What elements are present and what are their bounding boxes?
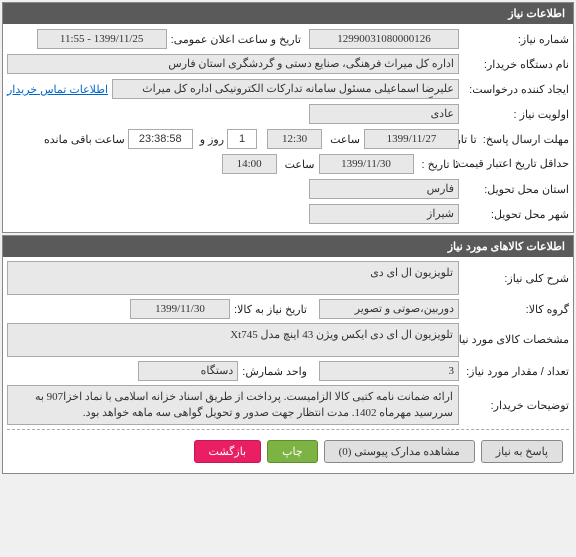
buyer-notes-label: توضیحات خریدار: xyxy=(459,399,569,412)
buyer-name-label: نام دستگاه خریدار: xyxy=(459,58,569,71)
deadline-time: 12:30 xyxy=(267,129,322,149)
buyer-notes-value: ارائه ضمانت نامه کتبی کالا الزامیست. پرد… xyxy=(7,385,459,425)
general-desc-value: تلویزیون ال ای دی xyxy=(7,261,459,295)
deadline-label: مهلت ارسال پاسخ: تا تاریخ : xyxy=(459,133,569,146)
goods-info-header: اطلاعات کالاهای مورد نیاز xyxy=(3,236,573,257)
row-priority: اولویت نیاز : عادی xyxy=(7,103,569,125)
row-spec: مشخصات کالای مورد نیاز: تلویزیون ال ای د… xyxy=(7,323,569,357)
need-info-panel: اطلاعات نیاز شماره نیاز: 129900310800001… xyxy=(2,2,574,233)
row-city: شهر محل تحویل: شیراز xyxy=(7,203,569,225)
province-value: فارس xyxy=(309,179,459,199)
row-buyer-notes: توضیحات خریدار: ارائه ضمانت نامه کتبی کا… xyxy=(7,385,569,425)
deadline-time-label: ساعت xyxy=(326,133,360,146)
priority-label: اولویت نیاز : xyxy=(459,108,569,121)
creator-value: علیرضا اسماعیلی مسئول سامانه تدارکات الک… xyxy=(112,79,459,99)
row-creator: ایجاد کننده درخواست: علیرضا اسماعیلی مسئ… xyxy=(7,78,569,100)
announce-date-label: تاریخ و ساعت اعلان عمومی: xyxy=(167,33,301,46)
general-desc-label: شرح کلی نیاز: xyxy=(459,272,569,285)
group-value: دوربین،صوتی و تصویر xyxy=(319,299,459,319)
unit-value: دستگاه xyxy=(138,361,238,381)
need-info-header: اطلاعات نیاز xyxy=(3,3,573,24)
spec-label: مشخصات کالای مورد نیاز: xyxy=(459,334,569,346)
row-province: استان محل تحویل: فارس xyxy=(7,178,569,200)
unit-label: واحد شمارش: xyxy=(238,365,307,378)
creator-label: ایجاد کننده درخواست: xyxy=(459,83,569,96)
row-general-desc: شرح کلی نیاز: تلویزیون ال ای دی xyxy=(7,261,569,295)
goods-info-body: شرح کلی نیاز: تلویزیون ال ای دی گروه کال… xyxy=(3,257,573,473)
respond-button[interactable]: پاسخ به نیاز xyxy=(481,440,563,463)
need-date-label: تاریخ نیاز به کالا: xyxy=(230,303,307,316)
deadline-remain-label: ساعت باقی مانده xyxy=(40,133,125,146)
buyer-name-value: اداره کل میراث فرهنگی، صنایع دستی و گردش… xyxy=(7,54,459,74)
divider xyxy=(7,429,569,430)
row-qty: تعداد / مقدار مورد نیاز: 3 واحد شمارش: د… xyxy=(7,360,569,382)
need-date-value: 1399/11/30 xyxy=(130,299,230,319)
spec-value: تلویزیون ال ای دی ایکس ویژن 43 اینچ مدل … xyxy=(7,323,459,357)
city-label: شهر محل تحویل: xyxy=(459,208,569,221)
need-info-body: شماره نیاز: 12990031080000126 تاریخ و سا… xyxy=(3,24,573,232)
row-deadline: مهلت ارسال پاسخ: تا تاریخ : 1399/11/27 س… xyxy=(7,128,569,150)
validity-label: حداقل تاریخ اعتبار قیمت: xyxy=(459,158,569,170)
goods-info-panel: اطلاعات کالاهای مورد نیاز شرح کلی نیاز: … xyxy=(2,235,574,474)
row-group: گروه کالا: دوربین،صوتی و تصویر تاریخ نیا… xyxy=(7,298,569,320)
validity-time-label: ساعت xyxy=(281,158,315,171)
priority-value: عادی xyxy=(309,104,459,124)
deadline-remain: 23:38:58 xyxy=(128,129,193,149)
validity-time: 14:00 xyxy=(222,154,277,174)
attachments-button[interactable]: مشاهده مدارک پیوستی (0) xyxy=(324,440,475,463)
qty-value: 3 xyxy=(319,361,459,381)
city-value: شیراز xyxy=(309,204,459,224)
need-number-label: شماره نیاز: xyxy=(459,33,569,46)
need-number-value: 12990031080000126 xyxy=(309,29,459,49)
buyer-contact-link[interactable]: اطلاعات تماس خریدار xyxy=(7,83,108,96)
back-button[interactable]: بازگشت xyxy=(194,440,262,463)
deadline-date: 1399/11/27 xyxy=(364,129,459,149)
group-label: گروه کالا: xyxy=(459,303,569,316)
province-label: استان محل تحویل: xyxy=(459,183,569,196)
row-buyer-name: نام دستگاه خریدار: اداره کل میراث فرهنگی… xyxy=(7,53,569,75)
deadline-days-label: روز و xyxy=(196,133,224,146)
deadline-days: 1 xyxy=(227,129,257,149)
print-button[interactable]: چاپ xyxy=(267,440,318,463)
row-validity: حداقل تاریخ اعتبار قیمت: تا تاریخ : 1399… xyxy=(7,153,569,175)
button-bar: پاسخ به نیاز مشاهده مدارک پیوستی (0) چاپ… xyxy=(7,434,569,469)
validity-date: 1399/11/30 xyxy=(319,154,414,174)
row-need-number: شماره نیاز: 12990031080000126 تاریخ و سا… xyxy=(7,28,569,50)
qty-label: تعداد / مقدار مورد نیاز: xyxy=(459,365,569,378)
announce-date-value: 1399/11/25 - 11:55 xyxy=(37,29,167,49)
